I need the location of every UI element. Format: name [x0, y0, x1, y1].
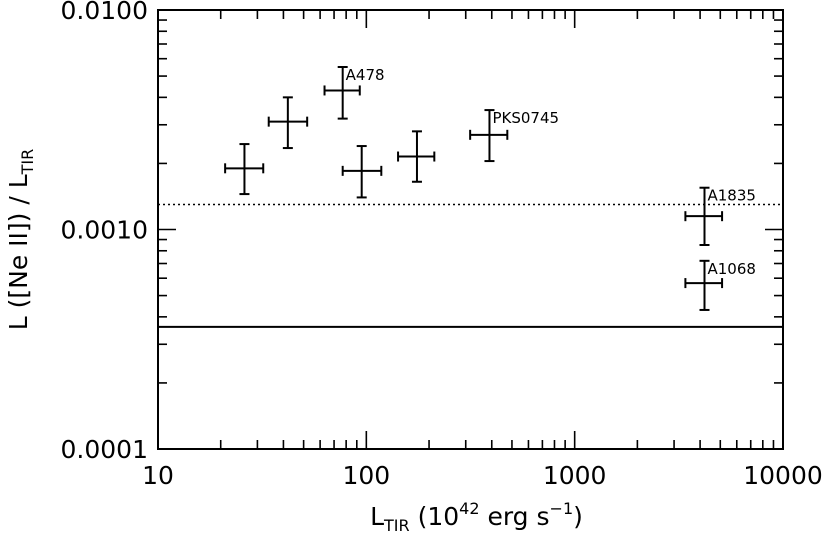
axis-ticks [157, 10, 783, 450]
point-label: A1068 [708, 260, 756, 278]
point-label: PKS0745 [492, 109, 559, 127]
point-label: A1835 [708, 187, 756, 205]
data-point [267, 96, 309, 150]
data-point [224, 143, 265, 196]
data-points: A478 PKS0745 A1835 A1068 [224, 65, 756, 311]
y-tick-label: 0.0001 [61, 435, 148, 464]
x-tick-label: 100 [342, 461, 390, 490]
x-axis-label: LTIR (1042 erg s−1) [370, 499, 583, 533]
x-tick-label: 1000 [543, 461, 607, 490]
plot-frame [157, 9, 784, 450]
reference-lines [158, 203, 783, 328]
data-point: A478 [323, 65, 385, 120]
y-tick-label: 0.0100 [61, 0, 148, 25]
data-point: PKS0745 [469, 109, 559, 163]
data-point [341, 145, 383, 199]
tick-labels: 10 100 1000 10000 0.0001 0.0010 0.0100 [61, 0, 823, 490]
y-tick-label: 0.0010 [61, 216, 148, 245]
point-label: A478 [346, 66, 385, 84]
data-point [397, 130, 436, 183]
data-point: A1835 [684, 186, 756, 246]
x-tick-label: 10000 [743, 461, 823, 490]
data-point: A1068 [684, 259, 756, 311]
y-axis-label: L ([Ne II]) / LTIR [4, 149, 37, 331]
x-tick-label: 10 [142, 461, 174, 490]
